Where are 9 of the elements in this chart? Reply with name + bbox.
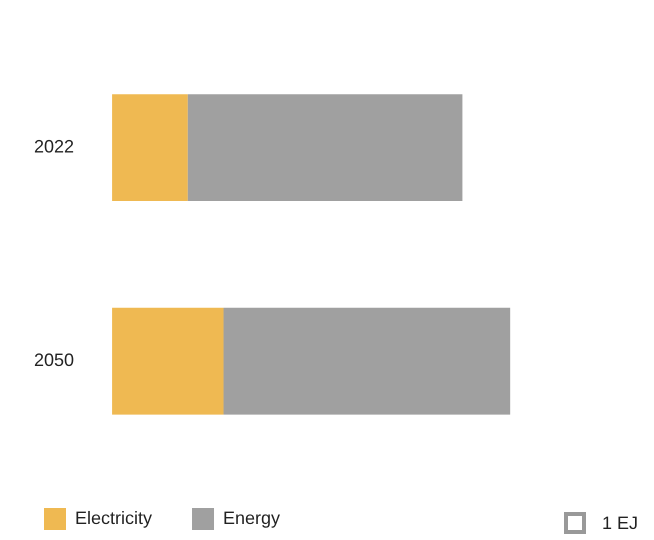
bar: [112, 308, 224, 415]
bar: [188, 94, 462, 201]
y-tick-label: 2022: [34, 136, 74, 157]
legend-label: Energy: [223, 508, 280, 528]
legend-label: Electricity: [75, 508, 152, 528]
y-tick-label: 2050: [34, 350, 74, 370]
bar: [112, 94, 188, 201]
text: 1 EJ: [602, 512, 638, 534]
bar: [224, 308, 510, 415]
